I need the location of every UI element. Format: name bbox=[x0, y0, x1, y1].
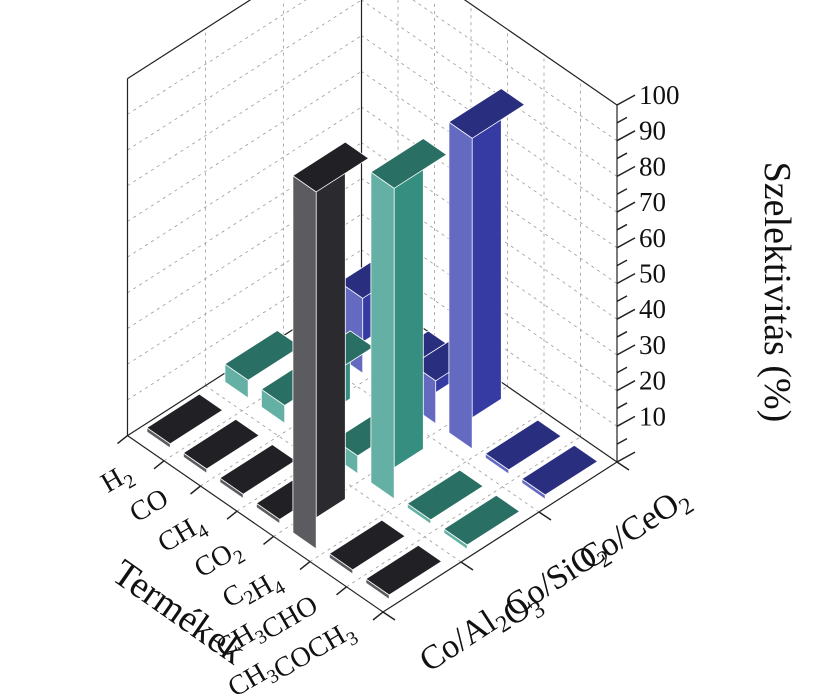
z-tick-mark bbox=[616, 308, 636, 320]
bar-0-5 bbox=[182, 418, 260, 474]
z-axis-title: Szelektivitás (%) bbox=[756, 162, 798, 423]
z-tick-mark bbox=[616, 165, 636, 178]
bar-face-top bbox=[365, 544, 443, 596]
z-tick-mark bbox=[616, 295, 628, 303]
z-tick-mark bbox=[616, 402, 628, 410]
z-tick-label: 10 bbox=[639, 401, 666, 431]
bar-face-top bbox=[521, 444, 598, 496]
grid-line-left-wall bbox=[127, 0, 251, 79]
bar-face-top bbox=[146, 393, 224, 445]
bar-1-1 bbox=[406, 469, 484, 525]
bar-face-top bbox=[292, 141, 370, 193]
grid-line-back-wall bbox=[412, 0, 618, 142]
bar-face-front bbox=[370, 171, 395, 500]
bar-face-top bbox=[443, 494, 520, 546]
bar-0-6 bbox=[146, 393, 224, 449]
z-tick-mark bbox=[616, 130, 636, 142]
z-tick-mark bbox=[616, 415, 636, 427]
category-tick-mark bbox=[263, 535, 274, 545]
bar-0-2 bbox=[292, 141, 370, 550]
category-axis-line bbox=[127, 435, 384, 613]
z-tick-mark bbox=[616, 380, 636, 392]
z-tick-mark bbox=[616, 259, 628, 267]
z-tick-label: 90 bbox=[639, 116, 666, 146]
category-tick-mark bbox=[336, 586, 347, 596]
bar-1-6 bbox=[224, 330, 302, 399]
z-tick-mark bbox=[616, 437, 628, 445]
category-tick-mark bbox=[190, 485, 201, 495]
z-tick-mark bbox=[616, 330, 628, 338]
category-tick-mark bbox=[226, 510, 238, 520]
z-tick-label: 20 bbox=[639, 366, 666, 396]
z-tick-mark bbox=[616, 451, 636, 463]
z-tick-label: 60 bbox=[639, 223, 666, 253]
bar-face-top bbox=[224, 330, 302, 381]
category-tick-mark bbox=[117, 435, 128, 445]
grid-line-left-wall bbox=[127, 106, 362, 258]
bar-face-top bbox=[370, 138, 448, 189]
series-tick-mark bbox=[616, 461, 630, 471]
z-tick-mark bbox=[616, 116, 628, 124]
series-tick-mark bbox=[382, 611, 396, 621]
bar-face-front bbox=[292, 175, 317, 550]
z-tick-label: 80 bbox=[639, 151, 666, 181]
bar-1-0 bbox=[443, 494, 520, 550]
series-tick-mark bbox=[538, 511, 552, 521]
frame-top-left bbox=[127, 0, 252, 80]
grid-line-left-wall bbox=[127, 71, 362, 222]
grid-line-left-wall bbox=[127, 0, 362, 151]
bar-1-2 bbox=[370, 138, 448, 500]
category-tick-mark bbox=[372, 611, 384, 621]
bar-0-4 bbox=[219, 444, 297, 499]
z-tick-mark bbox=[616, 188, 628, 195]
z-tick-label: 100 bbox=[639, 80, 680, 110]
bar-face-top bbox=[219, 444, 297, 495]
z-tick-mark bbox=[616, 94, 636, 106]
bar-face-top bbox=[328, 519, 406, 571]
z-tick-mark bbox=[616, 201, 636, 213]
z-tick-mark bbox=[616, 344, 636, 356]
bar-face-top bbox=[484, 419, 562, 471]
bar-face-top bbox=[406, 469, 484, 521]
bar-0-0 bbox=[365, 544, 443, 600]
z-tick-label: 50 bbox=[639, 259, 666, 289]
frame-top-back bbox=[463, 0, 618, 106]
z-tick-mark bbox=[616, 152, 628, 160]
z-tick-mark bbox=[616, 237, 636, 249]
grid-line-left-wall bbox=[127, 35, 362, 187]
z-tick-mark bbox=[616, 272, 636, 285]
grid-line-floor bbox=[309, 411, 545, 562]
bars bbox=[146, 88, 598, 600]
z-tick-label: 30 bbox=[639, 330, 666, 360]
z-tick-mark bbox=[616, 366, 628, 374]
z-tick-label: 40 bbox=[639, 294, 666, 324]
axes bbox=[117, 94, 636, 621]
series-label-2: Co/CeO2 bbox=[572, 479, 698, 581]
z-tick-label: 70 bbox=[639, 187, 666, 217]
grid-line-floor bbox=[346, 436, 581, 588]
z-tick-mark bbox=[616, 223, 628, 231]
category-tick-mark bbox=[153, 460, 165, 470]
category-tick-mark bbox=[299, 561, 311, 571]
bar-0-1 bbox=[328, 519, 406, 575]
bar-face-top bbox=[448, 88, 525, 139]
bar-face-top bbox=[182, 418, 260, 470]
grid-line-left-wall bbox=[127, 0, 307, 115]
grid-line-back-wall bbox=[361, 0, 618, 177]
series-axis-line bbox=[382, 461, 618, 613]
bar-2-1 bbox=[484, 419, 562, 475]
series-tick-mark bbox=[460, 561, 474, 571]
bar-face-front bbox=[448, 121, 473, 450]
bar-2-2 bbox=[448, 88, 525, 450]
bar-2-0 bbox=[521, 444, 598, 500]
